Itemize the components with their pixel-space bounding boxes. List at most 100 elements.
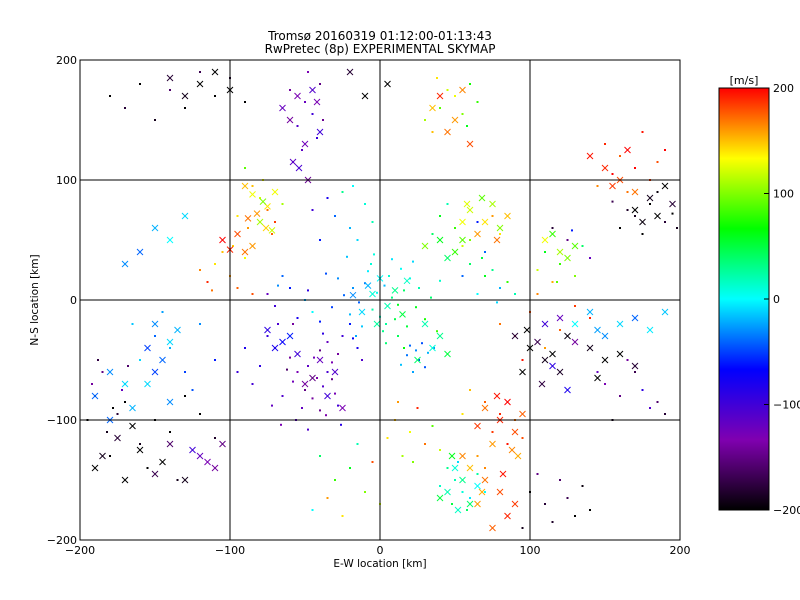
velocity-cross-marker xyxy=(309,86,316,94)
y-axis-label: N-S location [km] xyxy=(29,254,41,345)
velocity-cross-marker xyxy=(346,68,354,76)
velocity-dot-marker xyxy=(292,380,294,383)
velocity-dot-marker xyxy=(461,245,464,247)
velocity-cross-marker xyxy=(262,224,270,232)
velocity-dot-marker xyxy=(364,203,366,205)
velocity-cross-marker xyxy=(151,224,159,232)
velocity-dot-marker xyxy=(331,378,333,381)
velocity-cross-marker xyxy=(286,116,294,124)
velocity-dot-marker xyxy=(277,284,279,287)
velocity-dot-marker xyxy=(101,371,104,373)
velocity-dot-marker xyxy=(326,197,329,199)
velocity-dot-marker xyxy=(146,467,149,469)
velocity-cross-marker xyxy=(384,302,391,310)
velocity-cross-marker xyxy=(324,392,331,400)
velocity-dot-marker xyxy=(316,137,318,139)
velocity-dot-marker xyxy=(556,281,558,283)
velocity-dot-marker xyxy=(343,294,345,297)
velocity-dot-marker xyxy=(476,101,479,103)
velocity-dot-marker xyxy=(412,371,414,373)
velocity-dot-marker xyxy=(581,245,584,247)
velocity-cross-marker xyxy=(631,314,639,322)
velocity-cross-marker xyxy=(459,86,466,94)
velocity-dot-marker xyxy=(304,389,306,391)
velocity-dot-marker xyxy=(307,71,309,73)
velocity-dot-marker xyxy=(361,325,363,328)
velocity-cross-marker xyxy=(654,212,661,220)
velocity-cross-marker xyxy=(181,92,189,100)
velocity-dot-marker xyxy=(397,401,399,403)
colorbar xyxy=(718,87,770,511)
velocity-dot-marker xyxy=(121,389,123,391)
velocity-dot-marker xyxy=(544,347,546,349)
velocity-cross-marker xyxy=(286,332,294,340)
velocity-dot-marker xyxy=(400,267,402,270)
velocity-dot-marker xyxy=(484,275,486,277)
velocity-cross-marker xyxy=(121,380,129,388)
velocity-cross-marker xyxy=(234,230,241,238)
velocity-dot-marker xyxy=(403,289,405,292)
velocity-dot-marker xyxy=(551,227,554,229)
velocity-cross-marker xyxy=(474,482,481,490)
velocity-cross-marker xyxy=(511,500,519,508)
velocity-cross-marker xyxy=(391,287,399,294)
velocity-cross-marker xyxy=(309,374,316,382)
velocity-dot-marker xyxy=(664,221,666,223)
velocity-cross-marker xyxy=(444,488,451,496)
velocity-dot-marker xyxy=(544,251,546,253)
velocity-dot-marker xyxy=(371,308,374,311)
velocity-dot-marker xyxy=(244,101,246,103)
velocity-dot-marker xyxy=(184,107,186,109)
velocity-dot-marker xyxy=(611,173,614,175)
velocity-dot-marker xyxy=(461,491,464,493)
velocity-dot-marker xyxy=(424,366,426,369)
velocity-cross-marker xyxy=(451,116,459,124)
velocity-cross-marker xyxy=(358,308,366,316)
velocity-dot-marker xyxy=(322,119,324,121)
velocity-dot-marker xyxy=(385,342,387,345)
velocity-dot-marker xyxy=(322,385,324,388)
velocity-dot-marker xyxy=(247,227,249,229)
velocity-dot-marker xyxy=(91,383,93,385)
velocity-dot-marker xyxy=(319,320,321,323)
velocity-cross-marker xyxy=(429,344,436,352)
velocity-dot-marker xyxy=(109,455,111,457)
velocity-cross-marker xyxy=(534,338,541,346)
velocity-cross-marker xyxy=(361,92,369,100)
velocity-cross-marker xyxy=(295,164,303,172)
velocity-dot-marker xyxy=(109,95,111,97)
velocity-cross-marker xyxy=(403,277,411,285)
velocity-cross-marker xyxy=(478,488,486,496)
velocity-cross-marker xyxy=(571,242,579,250)
velocity-dot-marker xyxy=(454,479,456,481)
velocity-dot-marker xyxy=(409,431,411,433)
velocity-dot-marker xyxy=(619,227,621,229)
velocity-cross-marker xyxy=(219,236,226,244)
velocity-dot-marker xyxy=(446,203,449,205)
velocity-cross-marker xyxy=(459,236,466,244)
velocity-dot-marker xyxy=(433,347,435,349)
velocity-cross-marker xyxy=(294,92,301,100)
velocity-cross-marker xyxy=(639,218,646,226)
velocity-cross-marker xyxy=(564,254,571,262)
velocity-dot-marker xyxy=(484,467,486,469)
velocity-dot-marker xyxy=(199,269,201,271)
velocity-dot-marker xyxy=(446,467,449,469)
velocity-dot-marker xyxy=(436,77,438,79)
velocity-dot-marker xyxy=(337,404,339,407)
x-tick-label: 100 xyxy=(520,544,541,557)
velocity-cross-marker xyxy=(436,494,444,502)
velocity-dot-marker xyxy=(664,149,666,151)
velocity-dot-marker xyxy=(406,354,408,357)
velocity-dot-marker xyxy=(664,413,666,415)
velocity-dot-marker xyxy=(112,407,114,409)
velocity-dot-marker xyxy=(358,301,360,304)
velocity-dot-marker xyxy=(536,473,539,475)
velocity-dot-marker xyxy=(301,149,303,151)
velocity-cross-marker xyxy=(631,188,639,196)
velocity-dot-marker xyxy=(371,221,374,223)
velocity-dot-marker xyxy=(484,401,486,403)
velocity-dot-marker xyxy=(356,239,359,241)
velocity-cross-marker xyxy=(601,332,609,340)
y-tick-label: 0 xyxy=(70,294,77,307)
